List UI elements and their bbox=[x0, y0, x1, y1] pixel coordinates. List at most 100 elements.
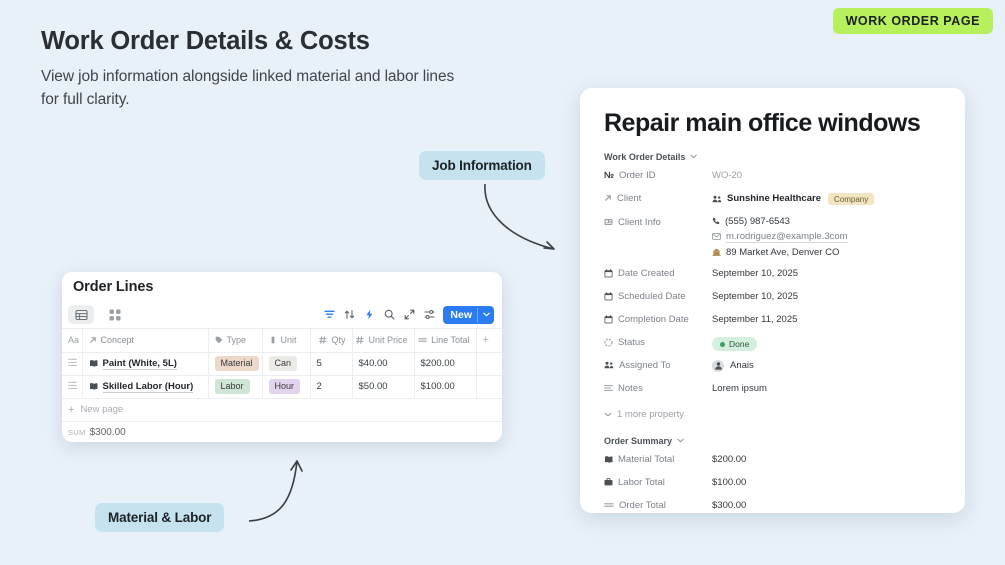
status-badge: Done bbox=[712, 336, 758, 351]
table-header-row: Aa Concept Type Unit Qty Unit Price bbox=[62, 329, 502, 353]
column-line-total[interactable]: Line Total bbox=[414, 329, 477, 353]
package-icon bbox=[604, 455, 613, 464]
sort-icon[interactable] bbox=[339, 305, 359, 325]
company-tag: Company bbox=[827, 192, 875, 205]
property-value[interactable]: $200.00 bbox=[712, 454, 746, 465]
callout-job-information: Job Information bbox=[419, 151, 545, 180]
section-work-order-details[interactable]: Work Order Details bbox=[604, 152, 941, 162]
summary-material-total[interactable]: Material Total $200.00 bbox=[604, 451, 941, 474]
property-value[interactable]: Sunshine Healthcare Company bbox=[712, 192, 875, 205]
property-completion-date[interactable]: Completion Date September 11, 2025 bbox=[604, 311, 941, 334]
table-row[interactable]: Skilled Labor (Hour) Labor Hour 2 $50.00… bbox=[62, 375, 502, 399]
order-id-value: WO-20 bbox=[712, 169, 743, 181]
row-unit-cell[interactable]: Hour bbox=[262, 375, 311, 399]
property-notes[interactable]: Notes Lorem ipsum bbox=[604, 380, 941, 403]
row-concept-label: Skilled Labor (Hour) bbox=[102, 380, 194, 393]
client-name: Sunshine Healthcare bbox=[727, 193, 821, 204]
number-hash-icon bbox=[356, 336, 365, 345]
property-label-text: Date Created bbox=[618, 267, 675, 279]
property-value[interactable]: WO-20 bbox=[712, 170, 742, 181]
property-value[interactable]: Done bbox=[712, 336, 758, 351]
calendar-icon bbox=[604, 268, 613, 278]
people-icon bbox=[712, 195, 722, 203]
property-assigned-to[interactable]: Assigned To Anais bbox=[604, 357, 941, 380]
sum-cell[interactable]: SUM $300.00 bbox=[62, 421, 502, 442]
client-address-line[interactable]: 89 Market Ave, Denver CO bbox=[712, 247, 848, 258]
property-value[interactable]: $300.00 bbox=[712, 500, 746, 511]
row-end-cell bbox=[476, 352, 502, 376]
row-qty-cell[interactable]: 5 bbox=[310, 352, 353, 376]
property-status[interactable]: Status Done bbox=[604, 334, 941, 357]
completion-date-value: September 11, 2025 bbox=[712, 313, 798, 325]
row-end-cell bbox=[476, 375, 502, 399]
client-phone-line[interactable]: (555) 987-6543 bbox=[712, 216, 848, 227]
column-unit-price[interactable]: Unit Price bbox=[352, 329, 415, 353]
property-value[interactable]: (555) 987-6543 m.rodriguez@example.3com … bbox=[712, 216, 848, 262]
property-date-created[interactable]: Date Created September 10, 2025 bbox=[604, 265, 941, 288]
column-type[interactable]: Type bbox=[208, 329, 263, 353]
material-total-value: $200.00 bbox=[712, 453, 747, 465]
row-unit-cell[interactable]: Can bbox=[262, 352, 311, 376]
gallery-view-icon[interactable] bbox=[102, 305, 128, 324]
filter-icon[interactable] bbox=[319, 305, 339, 325]
property-label-text: Order Total bbox=[619, 499, 666, 511]
settings-sliders-icon[interactable] bbox=[419, 305, 439, 325]
property-label-text: Status bbox=[618, 336, 645, 348]
order-total-value: $300.00 bbox=[712, 499, 747, 511]
row-handle-icon[interactable] bbox=[62, 352, 83, 376]
row-line-total-cell[interactable]: $200.00 bbox=[414, 352, 477, 376]
property-value[interactable]: Lorem ipsum bbox=[712, 383, 767, 394]
column-unit[interactable]: Unit bbox=[262, 329, 311, 353]
row-type-cell[interactable]: Labor bbox=[208, 375, 263, 399]
row-qty-cell[interactable]: 2 bbox=[310, 375, 353, 399]
property-client[interactable]: Client Sunshine Healthcare Company bbox=[604, 190, 941, 213]
property-label: Material Total bbox=[604, 454, 712, 465]
row-type-cell[interactable]: Material bbox=[208, 352, 263, 376]
property-label: Scheduled Date bbox=[604, 291, 712, 302]
property-scheduled-date[interactable]: Scheduled Date September 10, 2025 bbox=[604, 288, 941, 311]
summary-labor-total[interactable]: Labor Total $100.00 bbox=[604, 474, 941, 497]
property-order-id[interactable]: № Order ID WO-20 bbox=[604, 167, 941, 190]
table-view-icon[interactable] bbox=[68, 305, 94, 324]
new-button[interactable]: New bbox=[443, 305, 494, 324]
summary-order-total[interactable]: Order Total $300.00 bbox=[604, 497, 941, 514]
column-qty[interactable]: Qty bbox=[310, 329, 353, 353]
briefcase-icon bbox=[604, 478, 613, 486]
column-concept[interactable]: Concept bbox=[82, 329, 209, 353]
work-order-page-badge: WORK ORDER PAGE bbox=[832, 8, 993, 34]
property-value[interactable]: September 11, 2025 bbox=[712, 314, 797, 325]
column-unit-price-label: Unit Price bbox=[368, 335, 408, 346]
expand-icon[interactable] bbox=[399, 305, 419, 325]
column-concept-label: Concept bbox=[100, 335, 135, 346]
chevron-down-icon[interactable] bbox=[477, 307, 490, 322]
notes-value: Lorem ipsum bbox=[712, 382, 767, 394]
property-value[interactable]: Anais bbox=[712, 359, 754, 372]
row-concept-cell[interactable]: Skilled Labor (Hour) bbox=[82, 375, 209, 399]
avatar bbox=[712, 359, 724, 372]
relation-arrow-icon bbox=[604, 194, 612, 202]
row-handle-icon[interactable] bbox=[62, 375, 83, 399]
chevron-down-icon[interactable] bbox=[677, 438, 684, 443]
new-page-row[interactable]: + New page bbox=[62, 398, 502, 422]
new-page-button[interactable]: + New page bbox=[62, 398, 502, 422]
chevron-down-icon[interactable] bbox=[690, 154, 698, 159]
work-order-title: Repair main office windows bbox=[604, 109, 921, 137]
more-properties-toggle[interactable]: 1 more property bbox=[604, 409, 941, 420]
row-unit-price-cell[interactable]: $40.00 bbox=[352, 352, 415, 376]
section-order-summary[interactable]: Order Summary bbox=[604, 436, 941, 446]
row-unit-price-cell[interactable]: $50.00 bbox=[352, 375, 415, 399]
add-column-button[interactable]: + bbox=[476, 329, 502, 353]
search-icon[interactable] bbox=[379, 305, 399, 325]
type-tag: Material bbox=[214, 356, 259, 371]
client-email-line[interactable]: m.rodriguez@example.3com bbox=[712, 231, 848, 243]
order-lines-title: Order Lines bbox=[73, 279, 154, 295]
property-value[interactable]: $100.00 bbox=[712, 477, 746, 488]
property-value[interactable]: September 10, 2025 bbox=[712, 291, 798, 302]
property-client-info[interactable]: Client Info (555) 987-6543 m.rodriguez@e… bbox=[604, 213, 941, 265]
automation-icon[interactable] bbox=[359, 305, 379, 325]
row-line-total-cell[interactable]: $100.00 bbox=[414, 375, 477, 399]
table-row[interactable]: Paint (White, 5L) Material Can 5 $40.00 … bbox=[62, 352, 502, 376]
property-value[interactable]: September 10, 2025 bbox=[712, 268, 798, 279]
row-concept-cell[interactable]: Paint (White, 5L) bbox=[82, 352, 209, 376]
unit-tag: Can bbox=[268, 356, 298, 371]
